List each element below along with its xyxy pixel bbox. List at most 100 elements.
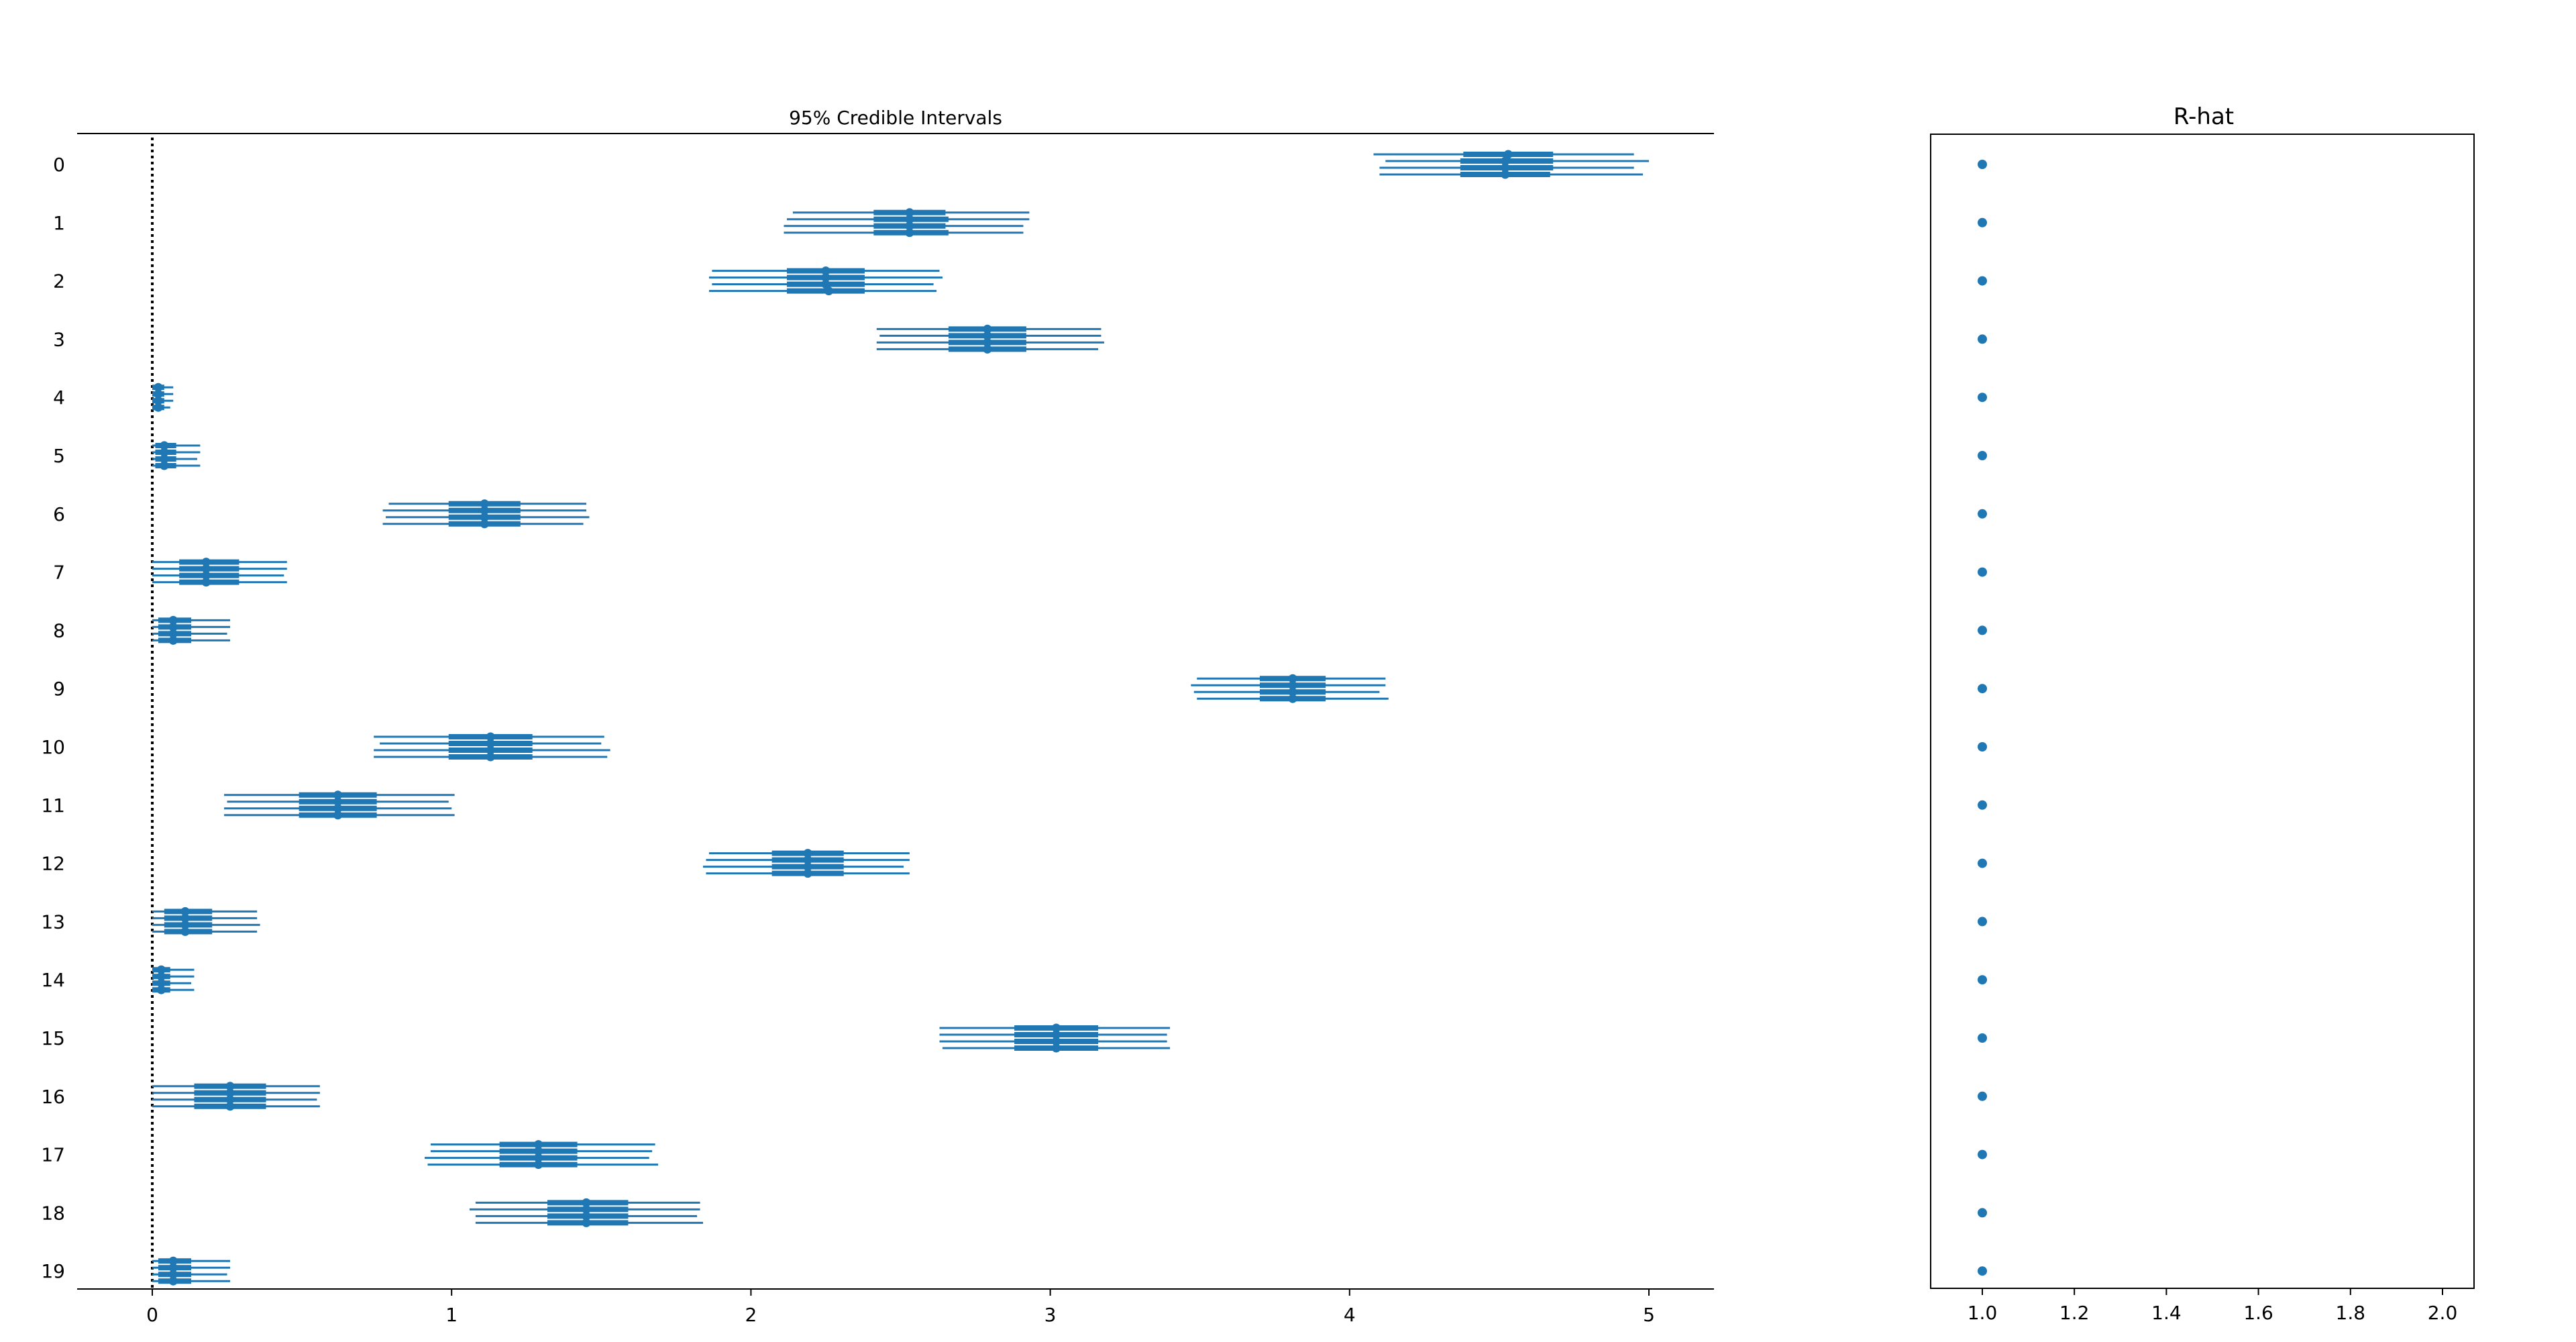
chain-mean-point (983, 344, 992, 354)
chain-mean-point (168, 1270, 178, 1279)
chain-mean-point (1052, 1043, 1061, 1053)
chain-mean-point (180, 907, 190, 916)
chain-mean-point (480, 499, 489, 509)
chain-mean-point (983, 331, 992, 340)
parameter-label: 0 (53, 154, 65, 176)
parameter-label: 10 (41, 736, 65, 758)
parameter-label: 17 (41, 1144, 65, 1166)
chain-mean-point (201, 564, 211, 574)
rhat-point (1978, 684, 1987, 694)
chain-mean-point (154, 382, 163, 392)
parameter-label: 11 (41, 794, 65, 817)
x-tick-label: 2 (745, 1304, 757, 1326)
rhat-point (1978, 625, 1987, 635)
rhat-point (1978, 217, 1987, 227)
chain-mean-point (180, 920, 190, 929)
rhat-point (1978, 160, 1987, 169)
parameter-label: 1 (53, 212, 65, 234)
chain-mean-point (905, 228, 914, 238)
chain-mean-point (168, 1276, 178, 1286)
rhat-x-tick-label: 1.8 (2336, 1302, 2366, 1324)
chain-mean-point (983, 338, 992, 347)
chain-mean-point (486, 752, 495, 762)
chain-mean-point (168, 629, 178, 638)
parameter-label: 4 (53, 386, 65, 409)
chain-mean-point (154, 403, 163, 412)
chain-mean-point (824, 287, 833, 296)
chain-mean-point (480, 506, 489, 515)
credible-intervals-title: 95% Credible Intervals (789, 107, 1002, 129)
chain-mean-point (1052, 1023, 1061, 1033)
chain-mean-point (582, 1198, 591, 1207)
chain-mean-point (333, 811, 343, 820)
chain-mean-point (160, 454, 169, 464)
chain-mean-point (486, 745, 495, 755)
chain-mean-point (534, 1147, 543, 1156)
rhat-point (1978, 509, 1987, 519)
chain-mean-point (821, 266, 830, 276)
rhat-point (1978, 975, 1987, 985)
parameter-label: 6 (53, 503, 65, 525)
parameter-label: 8 (53, 619, 65, 641)
parameter-label: 3 (53, 328, 65, 350)
parameter-label: 9 (53, 678, 65, 700)
x-tick-label: 4 (1344, 1304, 1356, 1326)
rhat-x-tick-label: 1.0 (1968, 1302, 1998, 1324)
chain-mean-point (582, 1211, 591, 1221)
chain-mean-point (1501, 170, 1510, 179)
chain-mean-point (905, 221, 914, 231)
chain-mean-point (803, 869, 812, 878)
rhat-point (1978, 1208, 1987, 1218)
parameter-label: 16 (41, 1086, 65, 1108)
chain-mean-point (154, 396, 163, 405)
parameter-label: 14 (41, 969, 65, 991)
chain-mean-point (1501, 156, 1510, 166)
parameter-label: 19 (41, 1260, 65, 1282)
x-tick-label: 5 (1643, 1304, 1655, 1326)
parameter-label: 18 (41, 1202, 65, 1224)
chain-mean-point (333, 797, 343, 807)
chain-mean-point (201, 571, 211, 580)
rhat-point (1978, 1091, 1987, 1101)
chain-mean-point (168, 1256, 178, 1266)
chain-mean-point (168, 622, 178, 631)
chain-mean-point (582, 1218, 591, 1227)
chain-mean-point (803, 849, 812, 858)
chain-mean-point (180, 927, 190, 936)
chain-mean-point (225, 1095, 235, 1104)
chain-mean-point (534, 1160, 543, 1170)
rhat-point (1978, 1149, 1987, 1159)
chain-mean-point (160, 461, 169, 470)
parameter-label: 13 (41, 911, 65, 933)
chain-mean-point (803, 856, 812, 865)
parameter-label: 15 (41, 1027, 65, 1049)
chain-mean-point (225, 1082, 235, 1091)
rhat-point (1978, 276, 1987, 286)
rhat-point (1978, 393, 1987, 403)
chain-mean-point (160, 448, 169, 457)
chain-mean-point (905, 215, 914, 224)
chain-mean-point (480, 513, 489, 522)
chain-mean-point (1501, 163, 1510, 172)
chain-mean-point (486, 739, 495, 748)
chain-mean-point (1052, 1037, 1061, 1046)
rhat-axes-frame (1930, 134, 2475, 1289)
chain-mean-point (225, 1088, 235, 1098)
chain-mean-point (534, 1140, 543, 1149)
chain-mean-point (480, 519, 489, 529)
rhat-point (1978, 800, 1987, 810)
rhat-x-tick-label: 2.0 (2428, 1302, 2458, 1324)
parameter-label: 5 (53, 445, 65, 467)
rhat-point (1978, 1033, 1987, 1043)
rhat-point (1978, 917, 1987, 927)
chain-mean-point (156, 978, 166, 988)
chain-mean-point (821, 280, 830, 289)
x-axis: 0 1 2 3 4 5 (146, 1289, 1655, 1326)
chain-mean-point (905, 208, 914, 217)
chain-mean-point (803, 862, 812, 872)
rhat-point (1978, 567, 1987, 577)
x-tick-label: 1 (445, 1304, 458, 1326)
chain-mean-point (1288, 680, 1297, 690)
chain-mean-point (201, 558, 211, 567)
